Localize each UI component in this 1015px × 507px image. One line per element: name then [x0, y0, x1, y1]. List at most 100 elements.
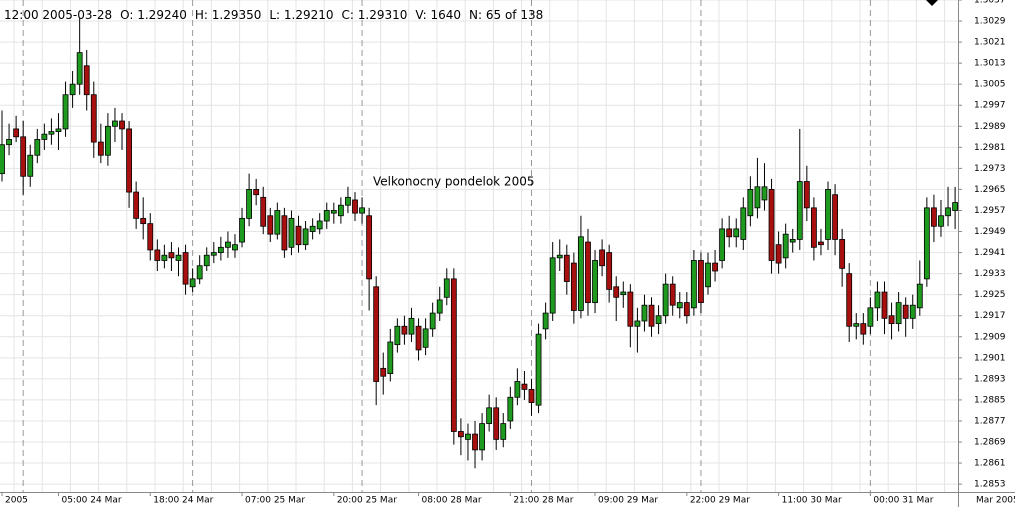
candle-body	[493, 407, 500, 440]
info-item: N: 65 of 138	[469, 8, 543, 22]
candle-body	[352, 199, 358, 214]
candle-body	[302, 228, 309, 246]
candle-body	[345, 196, 351, 206]
y-tick-label: 1.2925	[974, 290, 1006, 300]
candle-body	[387, 341, 394, 375]
candle-body	[479, 423, 485, 451]
candle-body	[239, 217, 245, 243]
x-tick-label: 22:00 29 Mar	[690, 496, 750, 506]
y-tick-label: 1.2861	[974, 459, 1006, 469]
candle-body	[274, 210, 281, 235]
candle-body	[126, 128, 132, 193]
candle-body	[55, 128, 62, 132]
candle-body	[556, 254, 563, 259]
y-tick-label: 1.3021	[974, 38, 1006, 48]
candle-body	[923, 207, 930, 280]
candle-body	[931, 207, 937, 227]
x-tick-label: 20:00 25 Mar	[337, 496, 397, 506]
candle-body	[761, 186, 768, 201]
candle-body	[606, 252, 613, 290]
candle-body	[916, 283, 923, 309]
candle-body	[599, 249, 605, 267]
candle-body	[676, 302, 683, 309]
candle-body	[112, 120, 118, 127]
candle-body	[620, 291, 627, 296]
y-tick-label: 1.3005	[974, 80, 1006, 90]
candle-body	[415, 325, 422, 351]
candle-body	[394, 325, 401, 346]
candle-body	[768, 189, 775, 261]
candle-body	[860, 323, 867, 335]
candle-body	[267, 215, 274, 235]
candle-body	[48, 131, 55, 135]
info-line: 12:00 2005-03-28 O: 1.29240 H: 1.29350 L: 1…	[4, 8, 543, 22]
candle-body	[13, 128, 20, 138]
info-item: V: 1640	[415, 8, 461, 22]
candle-body	[337, 204, 344, 217]
x-tick-label: 18:00 24 Mar	[153, 496, 213, 506]
candle-body	[542, 312, 549, 330]
candle-body	[429, 312, 436, 330]
candles	[0, 18, 958, 469]
candle-body	[147, 223, 154, 251]
candle-body	[549, 257, 556, 314]
y-tick-label: 1.2917	[974, 311, 1006, 321]
candle-body	[232, 244, 238, 251]
candle-body	[570, 262, 577, 311]
candle-body	[888, 315, 895, 325]
candle-body	[563, 254, 570, 282]
candle-body	[592, 260, 598, 303]
candle-body	[359, 207, 365, 214]
candle-body	[281, 215, 288, 251]
candle-body	[62, 94, 69, 130]
candle-body	[34, 139, 41, 156]
y-tick-label: 1.2965	[974, 185, 1006, 195]
candle-body	[648, 304, 655, 327]
candle-body	[690, 260, 697, 309]
candle-body	[175, 254, 182, 261]
x-tick-label: 00:00 31 Mar	[873, 496, 933, 506]
candle-body	[69, 83, 76, 96]
candle-body	[796, 181, 803, 240]
candle-body	[825, 189, 831, 240]
candle-body	[627, 291, 634, 327]
candle-body	[811, 207, 817, 248]
y-tick-label: 1.2933	[974, 269, 1006, 279]
y-tick-label: 1.2901	[974, 353, 1006, 363]
candle-body	[775, 244, 782, 264]
info-item: H: 1.29350	[195, 8, 262, 22]
candle-body	[323, 210, 330, 222]
info-item: O: 1.29240	[120, 8, 187, 22]
x-tick-label: 09:00 29 Mar	[598, 496, 658, 506]
candle-body	[203, 254, 210, 267]
candle-body	[486, 407, 493, 424]
candle-body	[719, 228, 726, 261]
candle-body	[535, 333, 542, 406]
candle-body	[27, 154, 34, 177]
candle-body	[747, 189, 754, 217]
x-tick-label: 21:00 28 Mar	[513, 496, 573, 506]
candle-body	[938, 215, 944, 227]
candle-body	[655, 315, 662, 325]
candle-body	[733, 228, 740, 238]
candle-body	[217, 246, 224, 253]
candle-body	[246, 189, 253, 219]
scroll-marker	[926, 0, 938, 6]
candle-body	[260, 196, 267, 227]
x-corner-label: Mar 2005	[976, 496, 1015, 506]
candle-body	[585, 241, 591, 303]
candle-body	[105, 125, 111, 156]
candle-body	[909, 304, 916, 319]
y-tick-label: 1.2869	[974, 438, 1006, 448]
y-tick-label: 1.2981	[974, 143, 1006, 153]
candle-body	[789, 239, 796, 243]
candle-body	[846, 273, 853, 327]
candle-body	[472, 433, 478, 451]
y-tick-label: 1.2941	[974, 248, 1006, 258]
y-tick-label: 1.2989	[974, 122, 1006, 132]
candle-body	[945, 207, 951, 217]
candle-body	[76, 52, 83, 85]
